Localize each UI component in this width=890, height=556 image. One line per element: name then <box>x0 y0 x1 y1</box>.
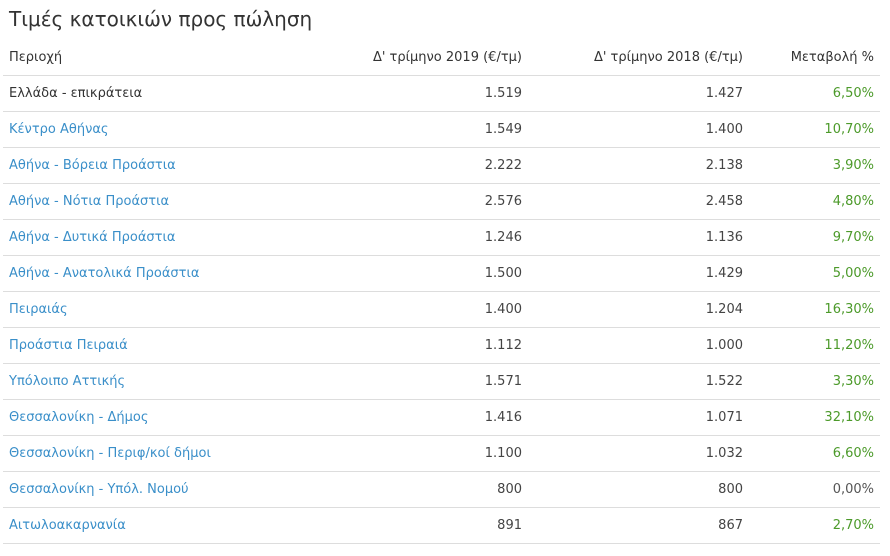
change-cell: 11,20% <box>749 327 880 364</box>
region-link[interactable]: Θεσσαλονίκη - Δήμος <box>9 410 149 425</box>
region-link[interactable]: Αθήνα - Δυτικά Προάστια <box>9 230 176 245</box>
region-cell: Αθήνα - Ανατολικά Προάστια <box>3 255 265 292</box>
change-cell: 6,50% <box>749 75 880 112</box>
price-2019-cell: 800 <box>265 471 528 508</box>
change-cell: 5,00% <box>749 255 880 292</box>
region-link[interactable]: Υπόλοιπο Αττικής <box>9 374 126 389</box>
region-cell: Αθήνα - Νότια Προάστια <box>3 183 265 220</box>
region-link[interactable]: Κέντρο Αθήνας <box>9 122 109 137</box>
table-row: Θεσσαλονίκη - Δήμος 1.416 1.071 32,10% <box>3 399 880 436</box>
price-2018-cell: 1.000 <box>528 327 749 364</box>
region-link[interactable]: Θεσσαλονίκη - Περιφ/κοί δήμοι <box>9 446 211 461</box>
price-2019-cell: 1.500 <box>265 255 528 292</box>
price-2018-cell: 1.136 <box>528 219 749 256</box>
table-row: Ελλάδα - επικράτεια 1.519 1.427 6,50% <box>3 75 880 112</box>
region-cell: Αθήνα - Βόρεια Προάστια <box>3 147 265 184</box>
table-row: Αθήνα - Δυτικά Προάστια 1.246 1.136 9,70% <box>3 219 880 256</box>
change-cell: 3,90% <box>749 147 880 184</box>
change-cell: 2,70% <box>749 507 880 544</box>
table-body: Ελλάδα - επικράτεια 1.519 1.427 6,50% Κέντρο… <box>3 75 880 544</box>
price-2019-cell: 1.400 <box>265 291 528 328</box>
table-header-row: Περιοχή Δ' τρίμηνο 2019 (€/τμ) Δ' τρίμην… <box>3 40 880 76</box>
change-cell: 32,10% <box>749 399 880 436</box>
table-row: Θεσσαλονίκη - Περιφ/κοί δήμοι 1.100 1.032 6… <box>3 435 880 472</box>
change-cell: 4,80% <box>749 183 880 220</box>
price-2018-cell: 800 <box>528 471 749 508</box>
region-cell: Κέντρο Αθήνας <box>3 111 265 148</box>
region-link[interactable]: Αθήνα - Ανατολικά Προάστια <box>9 266 200 281</box>
price-2018-cell: 1.429 <box>528 255 749 292</box>
header-q4-2018: Δ' τρίμηνο 2018 (€/τμ) <box>528 40 749 76</box>
table-row: Προάστια Πειραιά 1.112 1.000 11,20% <box>3 327 880 364</box>
change-cell: 6,60% <box>749 435 880 472</box>
change-cell: 0,00% <box>749 471 880 508</box>
region-cell: Αιτωλοακαρνανία <box>3 507 265 544</box>
change-cell: 9,70% <box>749 219 880 256</box>
page-title: Τιμές κατοικιών προς πώληση <box>9 7 313 31</box>
price-2018-cell: 1.032 <box>528 435 749 472</box>
region-cell: Πειραιάς <box>3 291 265 328</box>
table-row: Κέντρο Αθήνας 1.549 1.400 10,70% <box>3 111 880 148</box>
price-table: Περιοχή Δ' τρίμηνο 2019 (€/τμ) Δ' τρίμην… <box>3 40 880 544</box>
region-link[interactable]: Πειραιάς <box>9 302 68 317</box>
region-link[interactable]: Θεσσαλονίκη - Υπόλ. Νομού <box>9 482 189 497</box>
header-change: Μεταβολή % <box>749 40 880 76</box>
price-2019-cell: 1.112 <box>265 327 528 364</box>
table-row: Πειραιάς 1.400 1.204 16,30% <box>3 291 880 328</box>
price-2018-cell: 1.427 <box>528 75 749 112</box>
price-2018-cell: 1.071 <box>528 399 749 436</box>
table-row: Θεσσαλονίκη - Υπόλ. Νομού 800 800 0,00% <box>3 471 880 508</box>
region-link[interactable]: Προάστια Πειραιά <box>9 338 128 353</box>
price-2019-cell: 1.571 <box>265 363 528 400</box>
price-2018-cell: 867 <box>528 507 749 544</box>
price-2019-cell: 891 <box>265 507 528 544</box>
region-cell: Ελλάδα - επικράτεια <box>3 75 265 112</box>
region-cell: Προάστια Πειραιά <box>3 327 265 364</box>
region-link[interactable]: Αθήνα - Νότια Προάστια <box>9 194 170 209</box>
table-row: Αιτωλοακαρνανία 891 867 2,70% <box>3 507 880 544</box>
price-2018-cell: 2.458 <box>528 183 749 220</box>
table-row: Αθήνα - Νότια Προάστια 2.576 2.458 4,80% <box>3 183 880 220</box>
header-region: Περιοχή <box>3 40 265 76</box>
price-2019-cell: 1.100 <box>265 435 528 472</box>
table-row: Αθήνα - Ανατολικά Προάστια 1.500 1.429 5,00… <box>3 255 880 292</box>
price-2019-cell: 1.246 <box>265 219 528 256</box>
region-cell: Αθήνα - Δυτικά Προάστια <box>3 219 265 256</box>
region-label: Ελλάδα - επικράτεια <box>9 86 143 101</box>
region-link[interactable]: Αθήνα - Βόρεια Προάστια <box>9 158 176 173</box>
region-cell: Υπόλοιπο Αττικής <box>3 363 265 400</box>
price-2018-cell: 1.522 <box>528 363 749 400</box>
price-2019-cell: 1.519 <box>265 75 528 112</box>
table-row: Υπόλοιπο Αττικής 1.571 1.522 3,30% <box>3 363 880 400</box>
price-2018-cell: 1.204 <box>528 291 749 328</box>
price-2018-cell: 1.400 <box>528 111 749 148</box>
header-q4-2019: Δ' τρίμηνο 2019 (€/τμ) <box>265 40 528 76</box>
change-cell: 16,30% <box>749 291 880 328</box>
region-link[interactable]: Αιτωλοακαρνανία <box>9 518 126 533</box>
region-cell: Θεσσαλονίκη - Περιφ/κοί δήμοι <box>3 435 265 472</box>
price-2019-cell: 1.416 <box>265 399 528 436</box>
price-2019-cell: 1.549 <box>265 111 528 148</box>
table-row: Αθήνα - Βόρεια Προάστια 2.222 2.138 3,90% <box>3 147 880 184</box>
change-cell: 10,70% <box>749 111 880 148</box>
region-cell: Θεσσαλονίκη - Δήμος <box>3 399 265 436</box>
price-2018-cell: 2.138 <box>528 147 749 184</box>
price-2019-cell: 2.576 <box>265 183 528 220</box>
price-2019-cell: 2.222 <box>265 147 528 184</box>
region-cell: Θεσσαλονίκη - Υπόλ. Νομού <box>3 471 265 508</box>
change-cell: 3,30% <box>749 363 880 400</box>
